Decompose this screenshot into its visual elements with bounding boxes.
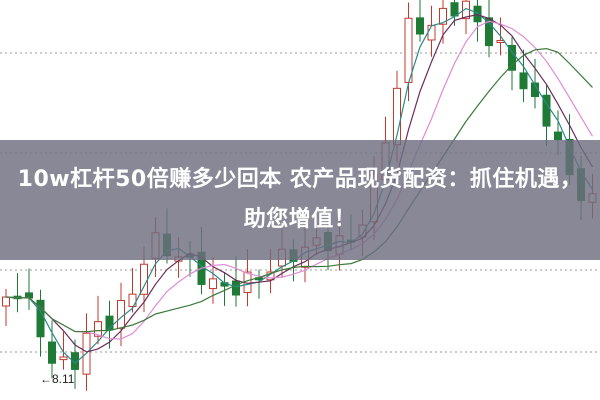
- candle-body: [450, 2, 459, 17]
- candle-body: [519, 72, 528, 90]
- title-banner: 10w杠杆50倍赚多少回本 农产品现货配资：抓住机遇，助您增值！: [0, 140, 600, 260]
- moving-average-line: [5, 47, 593, 333]
- candle-body: [554, 131, 562, 141]
- candle-body: [94, 321, 102, 337]
- candle-body: [496, 40, 505, 44]
- candle-body: [427, 24, 436, 41]
- moving-average-line: [5, 13, 594, 353]
- candle-body: [25, 292, 33, 299]
- candle-body: [59, 356, 68, 361]
- moving-average-line: [5, 20, 594, 340]
- candle-body: [508, 44, 516, 71]
- candle-body: [416, 17, 424, 35]
- candle-body: [485, 17, 493, 47]
- candle-body: [232, 280, 240, 296]
- candle-body: [404, 17, 413, 83]
- candle-body: [542, 94, 551, 127]
- candle-body: [71, 352, 79, 370]
- candle-body: [2, 296, 10, 307]
- candle-body: [48, 341, 56, 364]
- low-price-marker: ←8.11: [40, 372, 75, 386]
- candle-body: [117, 300, 125, 329]
- candle-body: [266, 271, 275, 281]
- candle-body: [439, 7, 447, 25]
- article-title: 10w杠杆50倍赚多少回本 农产品现货配资：抓住机遇，助您增值！: [17, 167, 583, 232]
- candle-body: [209, 278, 217, 290]
- candle-body: [105, 315, 114, 331]
